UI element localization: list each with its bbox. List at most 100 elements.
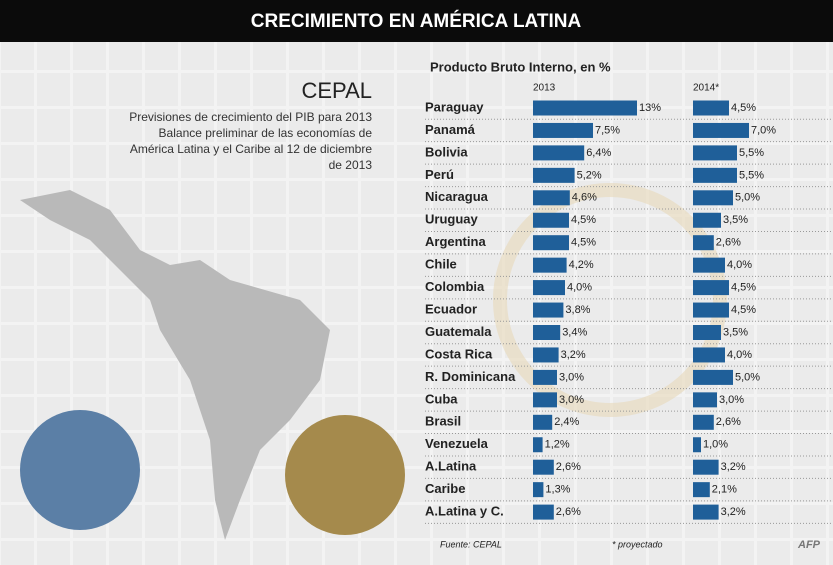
chart-title: Producto Bruto Interno, en % bbox=[430, 59, 611, 74]
bar bbox=[693, 235, 714, 251]
category-label: Brasil bbox=[425, 414, 461, 429]
category-label: Paraguay bbox=[425, 99, 484, 114]
bar bbox=[693, 504, 719, 520]
value-label: 3,5% bbox=[723, 326, 748, 338]
bar bbox=[533, 482, 544, 498]
organization: CEPAL bbox=[301, 78, 372, 103]
category-label: Caribe bbox=[425, 481, 465, 496]
category-label: A.Latina y C. bbox=[425, 504, 504, 519]
bar bbox=[693, 122, 749, 138]
bar bbox=[693, 100, 729, 116]
value-label: 7,5% bbox=[595, 124, 620, 136]
bar bbox=[533, 280, 565, 296]
value-label: 2,1% bbox=[712, 484, 737, 496]
bar bbox=[693, 482, 710, 498]
value-label: 3,4% bbox=[562, 326, 587, 338]
category-label: Guatemala bbox=[425, 324, 492, 339]
value-label: 4,5% bbox=[571, 237, 596, 249]
note: * proyectado bbox=[612, 539, 663, 549]
intro-line: de 2013 bbox=[329, 158, 373, 172]
header-title: CRECIMIENTO EN AMÉRICA LATINA bbox=[251, 10, 582, 32]
coins-image bbox=[285, 415, 405, 535]
value-label: 5,5% bbox=[739, 147, 764, 159]
bar bbox=[533, 212, 569, 228]
value-label: 1,0% bbox=[703, 439, 728, 451]
value-label: 2,6% bbox=[556, 506, 581, 518]
source: Fuente: CEPAL bbox=[440, 539, 502, 549]
bar bbox=[533, 504, 554, 520]
value-label: 4,0% bbox=[567, 282, 592, 294]
value-label: 2,6% bbox=[716, 237, 741, 249]
value-label: 4,0% bbox=[727, 259, 752, 271]
value-label: 4,2% bbox=[569, 259, 594, 271]
bar bbox=[533, 145, 585, 161]
category-label: Venezuela bbox=[425, 436, 489, 451]
intro-line: Balance preliminar de las economías de bbox=[159, 126, 373, 140]
value-label: 3,5% bbox=[723, 214, 748, 226]
header-bar bbox=[0, 0, 833, 42]
bar bbox=[533, 325, 561, 340]
value-label: 2,4% bbox=[554, 416, 579, 428]
bar bbox=[693, 167, 737, 183]
bar bbox=[693, 437, 701, 453]
coins-image bbox=[20, 410, 140, 530]
bar bbox=[533, 369, 557, 385]
value-label: 5,0% bbox=[735, 192, 760, 204]
series-label: 2014* bbox=[693, 83, 719, 94]
bar bbox=[693, 325, 721, 340]
intro-line: Previsiones de crecimiento del PIB para … bbox=[129, 110, 372, 124]
bar bbox=[693, 459, 719, 475]
bar bbox=[533, 347, 559, 363]
bar bbox=[693, 347, 725, 363]
bar bbox=[693, 190, 733, 206]
category-label: Cuba bbox=[425, 391, 458, 406]
category-label: R. Dominicana bbox=[425, 369, 516, 384]
value-label: 5,2% bbox=[577, 169, 602, 181]
value-label: 3,2% bbox=[561, 349, 586, 361]
value-label: 5,0% bbox=[735, 371, 760, 383]
bar bbox=[533, 459, 554, 475]
category-label: Argentina bbox=[425, 234, 486, 249]
value-label: 3,2% bbox=[721, 461, 746, 473]
bar bbox=[693, 212, 721, 228]
value-label: 1,2% bbox=[545, 439, 570, 451]
bar bbox=[533, 100, 637, 116]
value-label: 4,5% bbox=[731, 282, 756, 294]
bar bbox=[533, 167, 575, 183]
category-label: Chile bbox=[425, 257, 457, 272]
category-label: Bolivia bbox=[425, 144, 468, 159]
value-label: 4,6% bbox=[572, 192, 597, 204]
bar bbox=[693, 392, 717, 408]
value-label: 3,0% bbox=[719, 394, 744, 406]
value-label: 3,8% bbox=[565, 304, 590, 316]
category-label: Ecuador bbox=[425, 301, 477, 316]
category-label: Perú bbox=[425, 167, 454, 182]
value-label: 4,0% bbox=[727, 349, 752, 361]
category-label: Costa Rica bbox=[425, 346, 493, 361]
bar bbox=[533, 437, 543, 453]
value-label: 5,5% bbox=[739, 169, 764, 181]
bar bbox=[693, 145, 737, 161]
bar bbox=[693, 280, 729, 296]
value-label: 6,4% bbox=[586, 147, 611, 159]
map bbox=[20, 190, 330, 540]
category-label: Panamá bbox=[425, 122, 476, 137]
category-label: Uruguay bbox=[425, 212, 479, 227]
category-label: A.Latina bbox=[425, 459, 477, 474]
value-label: 4,5% bbox=[731, 102, 756, 114]
bar bbox=[533, 122, 593, 138]
value-label: 2,6% bbox=[716, 416, 741, 428]
bar bbox=[533, 190, 570, 206]
bar bbox=[693, 257, 725, 273]
bar bbox=[693, 369, 733, 385]
bar bbox=[693, 414, 714, 430]
value-label: 7,0% bbox=[751, 124, 776, 136]
value-label: 3,2% bbox=[721, 506, 746, 518]
value-label: 4,5% bbox=[731, 304, 756, 316]
category-label: Colombia bbox=[425, 279, 485, 294]
bar bbox=[533, 392, 557, 408]
bar bbox=[533, 414, 553, 430]
bar bbox=[533, 235, 569, 251]
category-label: Nicaragua bbox=[425, 189, 489, 204]
